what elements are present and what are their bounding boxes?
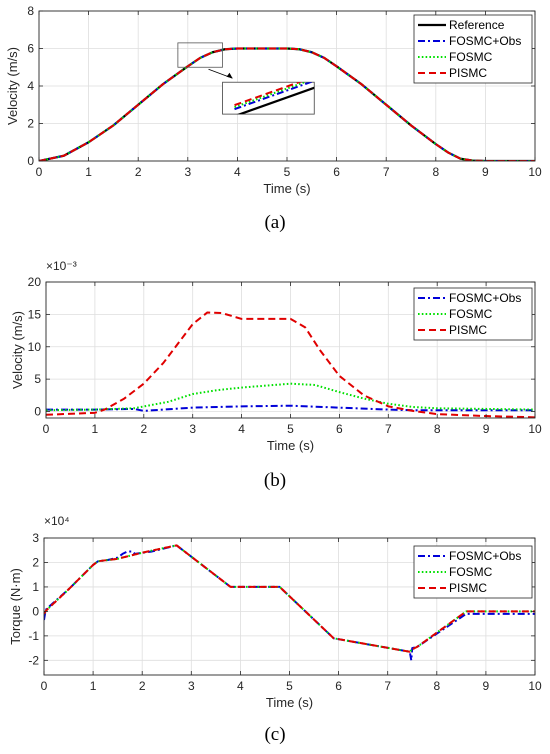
- y-tick-label: 4: [27, 79, 34, 93]
- x-tick-label: 1: [92, 422, 99, 436]
- x-tick-label: 3: [184, 165, 191, 179]
- x-tick-label: 9: [483, 422, 490, 436]
- x-axis-label: Time (s): [266, 695, 313, 710]
- legend-entry: PISMC: [449, 323, 487, 337]
- x-tick-label: 4: [237, 679, 244, 693]
- x-tick-label: 10: [528, 165, 542, 179]
- y-tick-label: 8: [27, 4, 34, 18]
- panel-caption: (a): [264, 212, 285, 233]
- series-line-pismc: [46, 311, 535, 418]
- y-tick-label: 3: [32, 531, 39, 545]
- y-tick-label: 6: [27, 42, 34, 56]
- y-axis-label: Velocity (m/s): [10, 311, 25, 389]
- y-tick-label: 5: [34, 372, 41, 386]
- legend-box: [413, 14, 533, 84]
- x-tick-label: 7: [384, 679, 391, 693]
- y-tick-label: 15: [28, 307, 42, 321]
- x-axis-label: Time (s): [263, 181, 310, 196]
- y-tick-label: 20: [28, 275, 42, 289]
- x-tick-label: 2: [140, 422, 147, 436]
- chart-panel-c: 0 1 2 3 4 5 6 7 8 9 10 -2 -1 0 1 2 3 Time (s) Torque (N·m)…: [8, 514, 542, 745]
- x-tick-label: 1: [85, 165, 92, 179]
- x-tick-label: 7: [383, 165, 390, 179]
- legend-entry: FOSMC: [449, 307, 493, 321]
- x-tick-label: 6: [336, 422, 343, 436]
- x-tick-label: 7: [385, 422, 392, 436]
- legend-entry: FOSMC+Obs: [449, 549, 521, 563]
- y-tick-label: -2: [28, 653, 39, 667]
- y-tick-label: 0: [32, 604, 39, 618]
- x-tick-label: 1: [90, 679, 97, 693]
- x-axis-label: Time (s): [267, 438, 314, 453]
- legend: FOSMC+Obs FOSMC PISMC: [413, 545, 533, 599]
- y-tick-label: 0: [34, 405, 41, 419]
- inset-line-pismc: [234, 82, 302, 107]
- series-group: [39, 47, 535, 161]
- x-tick-label: 3: [189, 422, 196, 436]
- legend-entry: FOSMC: [449, 565, 493, 579]
- series-line-pismc: [39, 47, 535, 161]
- x-tick-label: 10: [528, 679, 542, 693]
- x-tick-label: 9: [483, 679, 490, 693]
- legend-entry: FOSMC: [449, 50, 493, 64]
- legend-entry: FOSMC+Obs: [449, 291, 521, 305]
- inset-line-fosmc: [234, 82, 308, 109]
- chart-panel-a: 0 1 2 3 4 5 6 7 8 9 10 0 2 4 6 8 Time (s) Velocity (m/s) R…: [5, 4, 542, 233]
- y-tick-label: 1: [32, 580, 39, 594]
- x-tick-label: 4: [238, 422, 245, 436]
- x-tick-label: 10: [528, 422, 542, 436]
- y-axis-label: Velocity (m/s): [5, 47, 20, 125]
- x-tick-label: 5: [287, 422, 294, 436]
- x-tick-label: 5: [284, 165, 291, 179]
- legend-entry: PISMC: [449, 66, 487, 80]
- panel-caption: (c): [264, 724, 285, 745]
- x-tick-label: 9: [482, 165, 489, 179]
- x-tick-label: 0: [41, 679, 48, 693]
- y-axis-label: Torque (N·m): [8, 568, 23, 645]
- x-tick-label: 8: [433, 679, 440, 693]
- legend: Reference FOSMC+Obs FOSMC PISMC: [413, 14, 533, 84]
- x-tick-label: 6: [333, 165, 340, 179]
- axis-multiplier: ×10⁴: [44, 514, 70, 528]
- x-tick-label: 0: [43, 422, 50, 436]
- zoom-arrow-head: [226, 72, 233, 79]
- y-tick-label: 0: [27, 154, 34, 168]
- x-tick-label: 3: [188, 679, 195, 693]
- x-tick-label: 5: [286, 679, 293, 693]
- y-tick-label: 2: [32, 555, 39, 569]
- x-tick-label: 0: [36, 165, 43, 179]
- series-line-pismc: [44, 544, 535, 653]
- axis-multiplier: ×10⁻³: [46, 259, 77, 273]
- inset-series-group: [234, 82, 315, 115]
- series-line-fosmc-obs: [46, 404, 535, 412]
- panel-caption: (b): [264, 470, 286, 491]
- series-group: [44, 544, 535, 662]
- x-tick-label: 4: [234, 165, 241, 179]
- series-group: [46, 311, 535, 418]
- y-tick-label: -1: [28, 629, 39, 643]
- x-tick-label: 2: [139, 679, 146, 693]
- x-tick-label: 2: [135, 165, 142, 179]
- y-tick-label: 10: [28, 340, 42, 354]
- inset-line-reference: [236, 86, 315, 115]
- legend-entry: FOSMC+Obs: [449, 34, 521, 48]
- zoom-region-box: [177, 42, 223, 68]
- inset-line-fosmc-obs: [234, 82, 314, 111]
- y-tick-label: 2: [27, 117, 34, 131]
- chart-panel-b: 0 1 2 3 4 5 6 7 8 9 10 0 5 10 15 20 Time (s) Velocity (m/…: [10, 259, 542, 491]
- legend-entry: Reference: [449, 18, 505, 32]
- x-tick-label: 8: [432, 165, 439, 179]
- x-tick-label: 6: [335, 679, 342, 693]
- x-tick-label: 8: [434, 422, 441, 436]
- series-line-fosmc: [46, 382, 535, 412]
- legend: FOSMC+Obs FOSMC PISMC: [413, 287, 533, 341]
- legend-entry: PISMC: [449, 581, 487, 595]
